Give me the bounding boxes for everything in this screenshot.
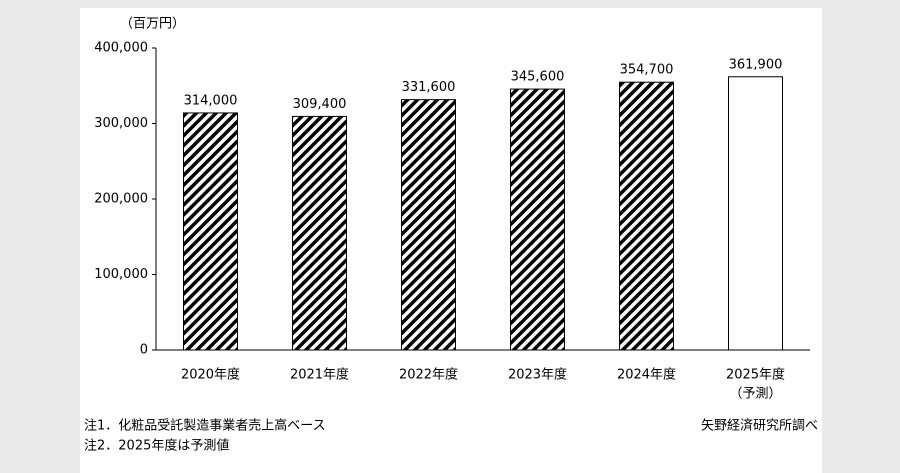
notes-panel bbox=[80, 416, 822, 473]
value-label: 354,700 bbox=[620, 63, 674, 78]
value-label: 314,000 bbox=[184, 93, 238, 108]
bar bbox=[728, 76, 783, 351]
bar bbox=[183, 112, 238, 351]
y-tick-label: 400,000 bbox=[94, 41, 148, 56]
y-tick-label: 100,000 bbox=[94, 267, 148, 282]
unit-label: （百万円） bbox=[120, 17, 185, 32]
x-tick-label: 2020年度 bbox=[181, 367, 240, 383]
note: 注1．化粧品受託製造事業者売上高ベース bbox=[84, 418, 326, 434]
bar bbox=[292, 115, 347, 351]
note: 注2．2025年度は予測値 bbox=[84, 438, 229, 454]
x-tick-label: 2024年度 bbox=[617, 367, 676, 383]
bar bbox=[401, 99, 456, 351]
source: 矢野経済研究所調べ bbox=[701, 418, 818, 434]
x-tick-label: 2025年度 bbox=[726, 367, 785, 383]
y-tick-label: 200,000 bbox=[94, 192, 148, 207]
bar bbox=[619, 81, 674, 351]
y-tick-label: 300,000 bbox=[94, 116, 148, 131]
value-label: 331,600 bbox=[402, 80, 456, 95]
x-tick-label: 2023年度 bbox=[508, 367, 567, 383]
x-tick-label: 2022年度 bbox=[399, 367, 458, 383]
y-tick-label: 0 bbox=[140, 343, 148, 358]
value-label: 361,900 bbox=[729, 57, 783, 72]
forecast-note: （予測） bbox=[729, 387, 781, 402]
x-tick-label: 2021年度 bbox=[290, 367, 349, 383]
value-label: 345,600 bbox=[511, 70, 565, 85]
bar bbox=[510, 88, 565, 351]
value-label: 309,400 bbox=[293, 97, 347, 112]
